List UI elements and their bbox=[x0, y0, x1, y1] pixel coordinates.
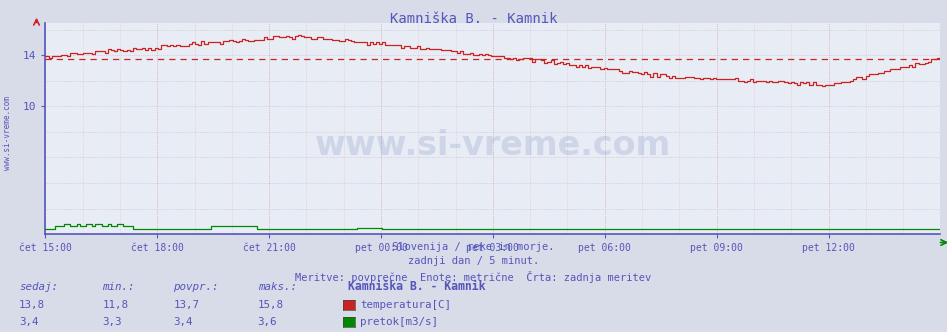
Text: povpr.:: povpr.: bbox=[173, 283, 219, 292]
Text: 3,3: 3,3 bbox=[102, 317, 122, 327]
Text: 3,4: 3,4 bbox=[19, 317, 39, 327]
Text: Kamniška B. - Kamnik: Kamniška B. - Kamnik bbox=[390, 12, 557, 26]
Text: maks.:: maks.: bbox=[258, 283, 296, 292]
Text: 13,7: 13,7 bbox=[173, 300, 199, 310]
Text: Kamniška B. - Kamnik: Kamniška B. - Kamnik bbox=[348, 281, 486, 293]
Text: 13,8: 13,8 bbox=[19, 300, 45, 310]
Text: pretok[m3/s]: pretok[m3/s] bbox=[360, 317, 438, 327]
Text: www.si-vreme.com: www.si-vreme.com bbox=[314, 129, 671, 162]
Text: zadnji dan / 5 minut.: zadnji dan / 5 minut. bbox=[408, 256, 539, 266]
Text: 15,8: 15,8 bbox=[258, 300, 283, 310]
Text: 3,6: 3,6 bbox=[258, 317, 277, 327]
Text: Slovenija / reke in morje.: Slovenija / reke in morje. bbox=[392, 242, 555, 252]
Text: temperatura[C]: temperatura[C] bbox=[360, 300, 451, 310]
Text: Meritve: povprečne  Enote: metrične  Črta: zadnja meritev: Meritve: povprečne Enote: metrične Črta:… bbox=[295, 271, 652, 283]
Text: www.si-vreme.com: www.si-vreme.com bbox=[3, 96, 12, 170]
Text: 11,8: 11,8 bbox=[102, 300, 128, 310]
Text: sedaj:: sedaj: bbox=[19, 283, 58, 292]
Text: min.:: min.: bbox=[102, 283, 134, 292]
Text: 3,4: 3,4 bbox=[173, 317, 193, 327]
